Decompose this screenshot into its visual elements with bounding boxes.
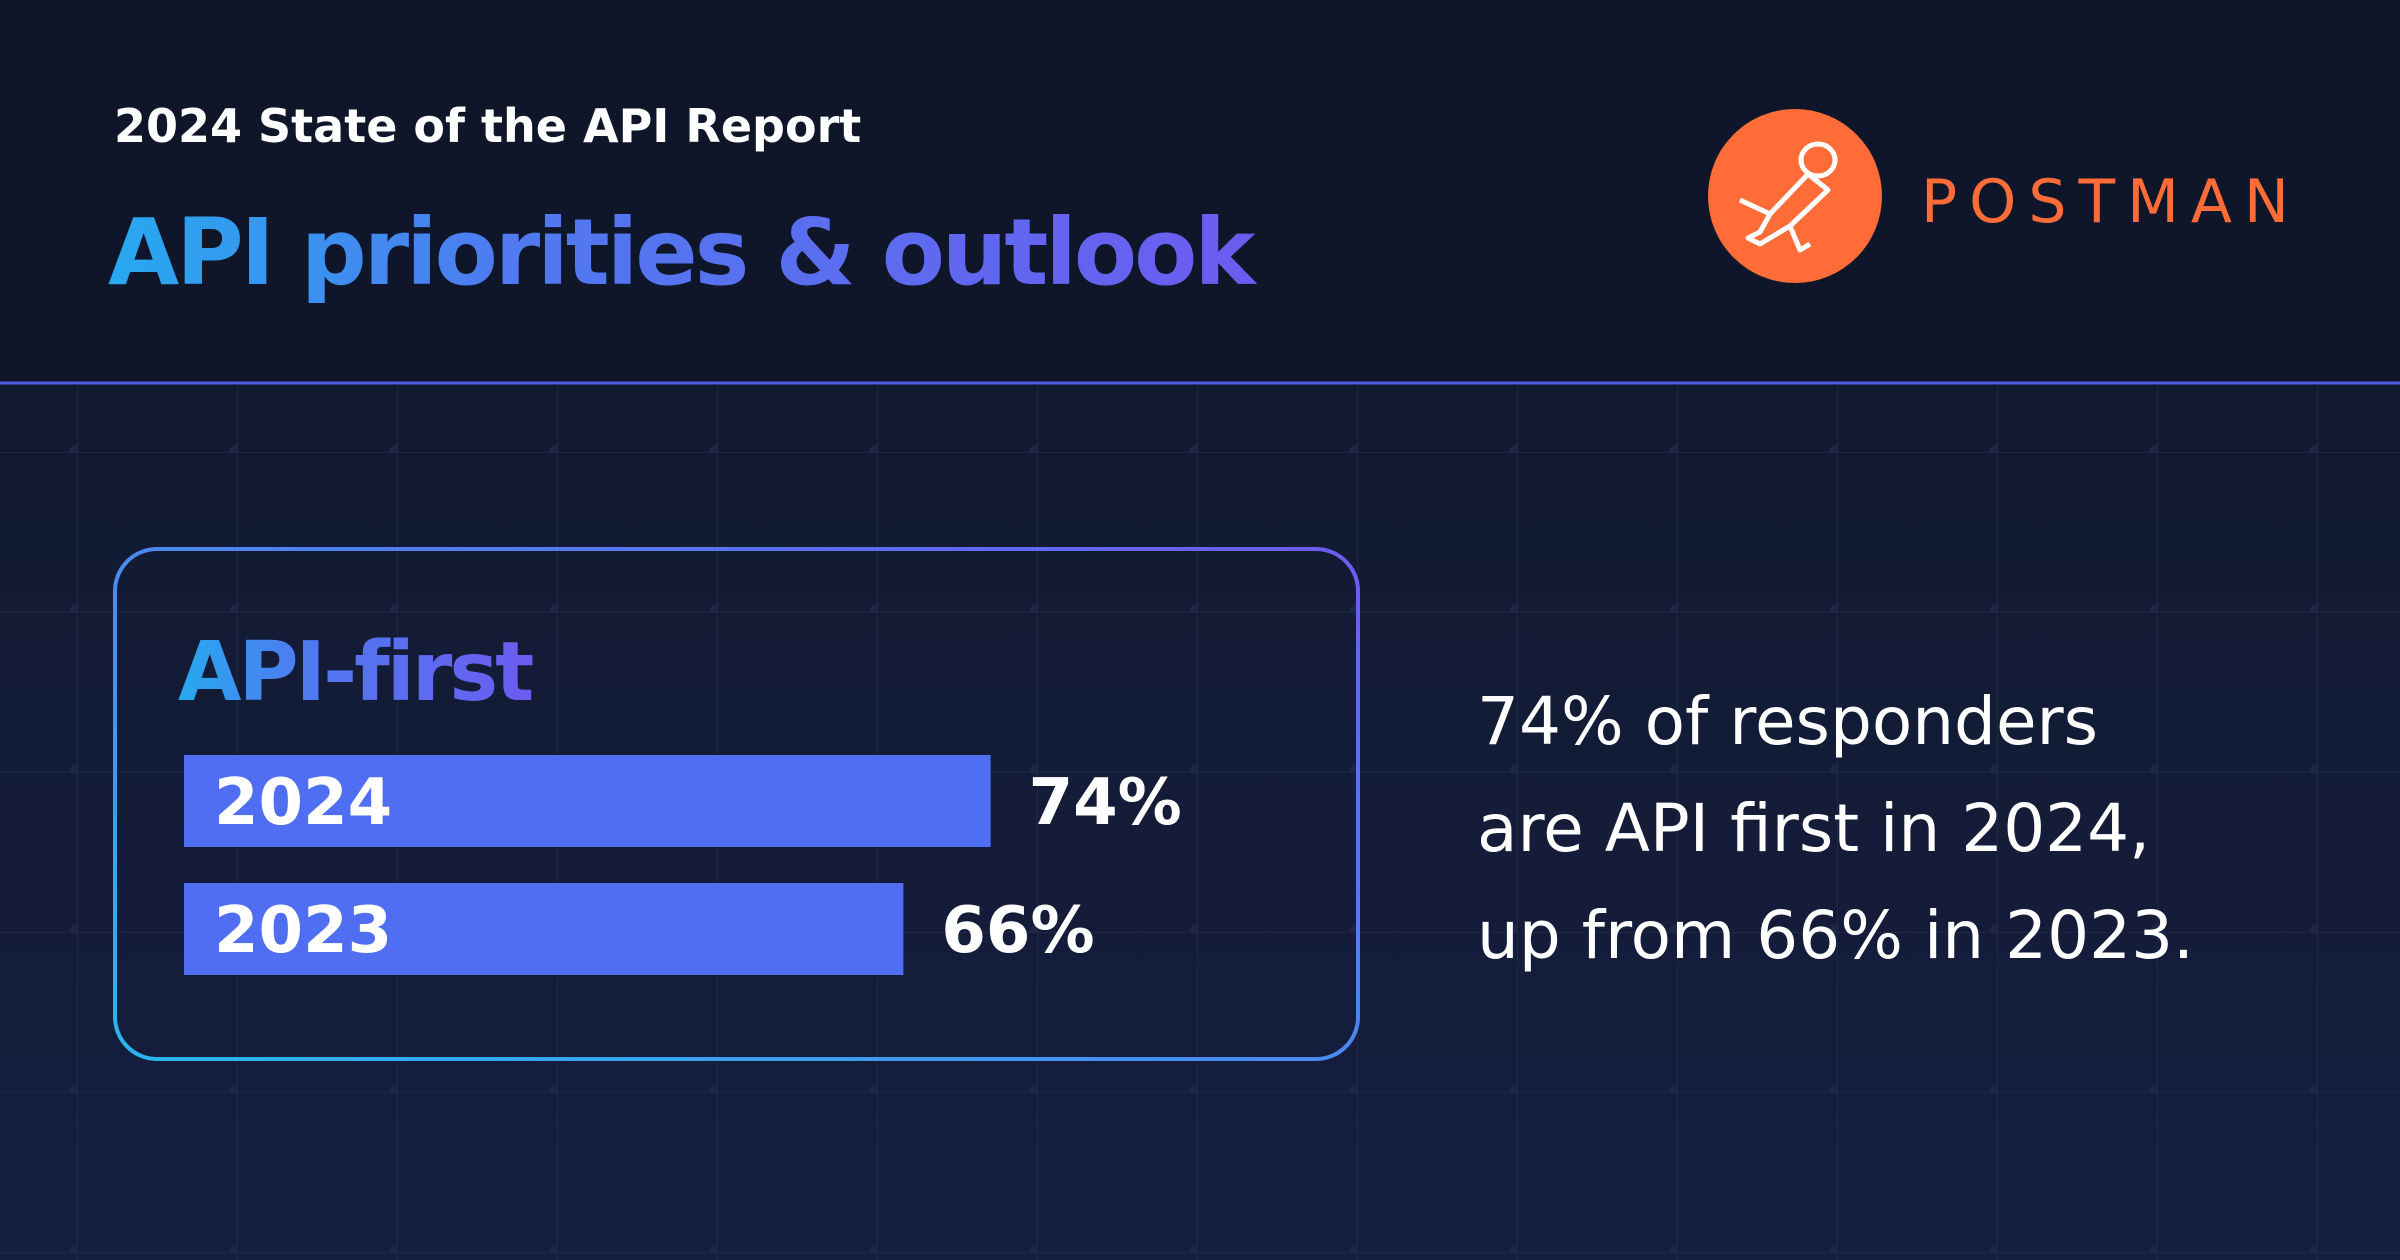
page-title: API priorities & outlook: [108, 199, 1257, 306]
report-name: 2024 State of the API Report: [114, 99, 861, 153]
chart-frame: [113, 547, 1360, 1061]
header-background: [0, 0, 2400, 383]
brand-name: POSTMAN: [1921, 167, 2301, 237]
description: 74% of responders are API first in 2024, u…: [1477, 683, 2194, 974]
category-label: 2024: [214, 766, 392, 840]
description-line: up from 66% in 2023.: [1477, 897, 2194, 974]
bar: [184, 755, 991, 847]
description-line: are API first in 2024,: [1477, 790, 2150, 867]
brand-logo: POSTMAN: [1708, 109, 2301, 283]
value-label: 74%: [1029, 766, 1182, 840]
value-label: 66%: [941, 894, 1094, 968]
category-label: 2023: [214, 894, 392, 968]
bar: [184, 883, 904, 975]
chart-title: API-first: [178, 625, 533, 720]
description-line: 74% of responders: [1477, 683, 2098, 760]
